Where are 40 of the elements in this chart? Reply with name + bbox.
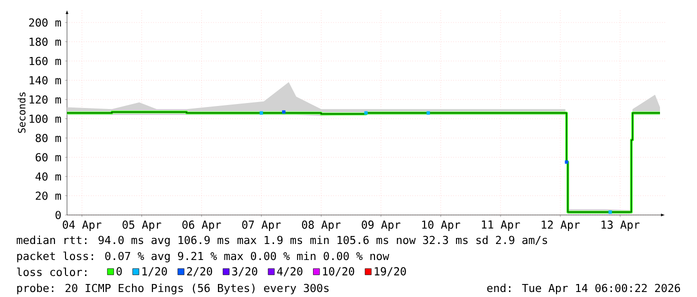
legend-label: 2/20: [187, 267, 212, 276]
y-tick-label: 140 m: [30, 76, 61, 84]
text: probe: 20 ICMP Echo Pings (56 Bytes) every 300s: [17, 284, 329, 294]
x-tick-label: 11 Apr: [482, 220, 520, 231]
point: [364, 111, 368, 115]
x-tick-label: 08 Apr: [302, 220, 341, 231]
text: end: Tue Apr 14 06:00:22 2026: [487, 284, 680, 294]
y-tick-label: 180 m: [30, 38, 61, 46]
point: [564, 160, 568, 164]
x-tick-label: 10 Apr: [422, 220, 460, 231]
y-tick-label: 0: [56, 210, 61, 220]
text: packet loss: 0.07 % avg 9.21 % max 0.00 % min 0.00 % now: [17, 252, 390, 262]
point: [608, 210, 612, 214]
y-tick-label: 120 m: [30, 95, 61, 104]
legend-label: 4/20: [277, 267, 302, 276]
y-tick-label: 100 m: [30, 114, 61, 123]
y-tick-label: 60 m: [36, 153, 61, 162]
y-tick-label: 160 m: [30, 56, 61, 66]
y-tick-label: 20 m: [36, 192, 61, 200]
legend-label: 1/20: [142, 267, 167, 276]
y-tick-label: 200 m: [29, 18, 61, 27]
point: [282, 110, 286, 114]
x-tick-label: 07 Apr: [242, 220, 281, 231]
legend-label: 3/20: [232, 267, 258, 276]
text: median rtt: 94.0 ms avg 106.9 ms max 1.9 ms min 105.6 ms now 32.3 ms sd 2.9 am/s: [16, 236, 548, 246]
y-tick-label: 40 m: [36, 172, 61, 181]
point: [426, 111, 430, 115]
x-tick-label: 04 Apr: [62, 220, 102, 231]
x-tick-label: 12 Apr: [542, 220, 580, 231]
legend-title: loss color:: [17, 268, 86, 276]
legend-label: 0: [116, 267, 122, 276]
legend-label: 10/20: [323, 267, 354, 276]
x-tick-label: 13 Apr: [602, 220, 640, 231]
y-tick-label: 80 m: [36, 134, 61, 142]
point: [260, 111, 264, 115]
x-tick-label: 05 Apr: [122, 220, 162, 231]
legend-label: 19/20: [374, 267, 406, 276]
x-tick-label: 06 Apr: [182, 220, 221, 231]
x-tick-label: 09 Apr: [362, 220, 400, 231]
y-axis-title: Seconds: [18, 92, 26, 133]
